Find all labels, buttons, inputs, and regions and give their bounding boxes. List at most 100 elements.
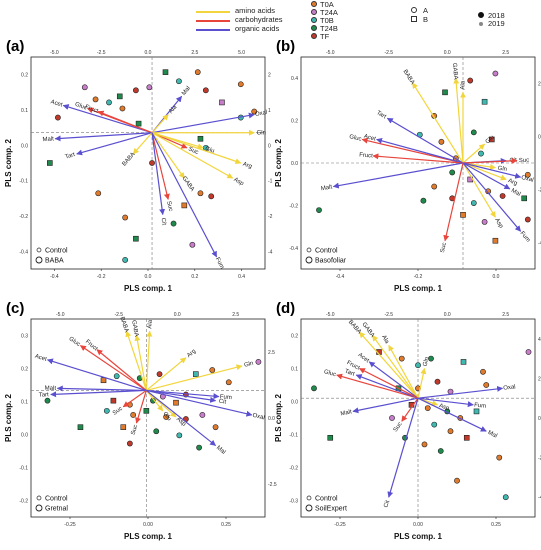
vector-label: Asp xyxy=(493,218,504,231)
vector-label: Fum xyxy=(214,257,225,270)
right-tick-label: -4 xyxy=(268,249,273,255)
loading-vector xyxy=(417,367,427,399)
legend-tf-label: TF xyxy=(320,32,330,41)
x-tick-label: 0.2 xyxy=(191,274,198,280)
loading-vector xyxy=(332,162,464,189)
data-point xyxy=(483,382,490,388)
vector-label: Cit xyxy=(218,399,226,406)
legend-carb-label: carbohydrates xyxy=(235,15,283,24)
y-axis-label: PLS comp. 2 xyxy=(4,393,13,442)
data-point xyxy=(181,202,188,209)
data-point xyxy=(113,373,120,380)
loading-vector xyxy=(462,162,511,190)
vector-label: Ala xyxy=(461,80,467,89)
loading-vector xyxy=(132,132,153,155)
data-point xyxy=(478,150,484,157)
data-point xyxy=(126,440,133,447)
vector-label: Fum xyxy=(474,403,487,410)
vector-label: BABA xyxy=(121,152,136,168)
legend-organic-line xyxy=(196,29,230,31)
x-tick-label: 0.00 xyxy=(143,522,153,528)
vector-label: Suc xyxy=(165,201,173,212)
top-tick-label: -2.5 xyxy=(384,50,393,56)
data-point xyxy=(153,428,160,435)
legend-treatment-label: SoilExpert xyxy=(315,506,347,513)
data-point xyxy=(316,207,322,214)
data-point xyxy=(173,399,179,406)
legend-amino-line xyxy=(196,11,230,13)
right-tick-label: -2.5 xyxy=(268,482,277,488)
top-tick-label: 0.0 xyxy=(444,50,451,56)
loading-vector xyxy=(135,390,147,424)
legend-control-symbol xyxy=(306,247,312,253)
legend-t0a-dot xyxy=(311,1,317,7)
top-tick-label: 0.0 xyxy=(174,312,181,318)
right-tick-label: 0 xyxy=(538,416,541,422)
vector-label: Malt xyxy=(45,386,57,392)
y-tick-label: -0.2 xyxy=(289,466,298,472)
data-point xyxy=(496,454,503,461)
vector-label: Asp xyxy=(175,416,187,428)
loading-vector xyxy=(151,132,242,165)
legend-treatment-symbol xyxy=(305,504,313,512)
vector-label: Tart xyxy=(65,152,77,161)
x-tick-label: -0.4 xyxy=(50,274,59,280)
data-point xyxy=(122,214,129,221)
vector-label: Gluc xyxy=(349,134,362,143)
y-axis-label: PLS comp. 2 xyxy=(274,138,283,187)
x-tick-label: -0.4 xyxy=(336,274,345,280)
y-tick-label: -0.3 xyxy=(289,499,298,505)
legend-control-label: Control xyxy=(45,496,68,503)
data-point xyxy=(194,69,201,76)
legend-organic-label: organic acids xyxy=(235,24,280,33)
loading-vector xyxy=(145,357,187,391)
vector-label: Acet xyxy=(34,354,48,363)
vector-label: Asp xyxy=(438,403,450,412)
loading-vector xyxy=(79,345,147,391)
top-tick-label: -2.5 xyxy=(114,312,123,318)
loading-vector xyxy=(372,153,464,164)
top-tick-label: -5.0 xyxy=(326,312,335,318)
legend-shape-a-icon xyxy=(411,7,417,13)
data-point xyxy=(521,195,528,202)
right-tick-label: 2 xyxy=(268,73,271,79)
data-point xyxy=(197,135,204,142)
loading-vector xyxy=(462,162,496,218)
data-point xyxy=(119,105,126,112)
vector-label: Mal xyxy=(510,188,521,198)
y-tick-label: -0.2 xyxy=(19,499,28,505)
data-point xyxy=(438,138,445,145)
plot-frame xyxy=(30,318,266,518)
y-tick-label: 0.1 xyxy=(21,108,28,114)
y-tick-label: -0.1 xyxy=(19,466,28,472)
legend-treatment-label: Basofoliar xyxy=(315,258,347,265)
loading-vector xyxy=(151,132,218,258)
data-point xyxy=(132,87,139,94)
vector-label: Suc xyxy=(131,424,140,436)
data-point xyxy=(202,87,209,94)
vector-label: Fum xyxy=(519,231,531,244)
loading-vector xyxy=(462,162,507,181)
vector-label: Suc xyxy=(519,158,530,164)
data-point xyxy=(420,197,427,204)
data-point xyxy=(525,349,532,355)
legend-amino-label: amino acids xyxy=(235,6,276,15)
data-point xyxy=(149,160,155,166)
y-tick-label: 0.1 xyxy=(291,367,298,373)
data-point xyxy=(481,98,488,105)
data-point xyxy=(237,81,244,88)
data-point xyxy=(95,190,102,197)
vector-label: Oxal xyxy=(255,110,268,118)
loading-vector xyxy=(146,389,217,403)
legend-2018-icon xyxy=(478,12,484,18)
data-point xyxy=(146,84,153,91)
vector-label: Gln xyxy=(257,130,266,136)
data-point xyxy=(225,379,232,386)
x-axis-label: PLS comp. 1 xyxy=(124,532,173,541)
vector-label: Fruct xyxy=(84,104,99,115)
vector-label: Acet xyxy=(357,352,370,364)
data-point xyxy=(488,136,495,143)
loading-vector xyxy=(462,143,486,164)
data-point xyxy=(473,408,480,415)
